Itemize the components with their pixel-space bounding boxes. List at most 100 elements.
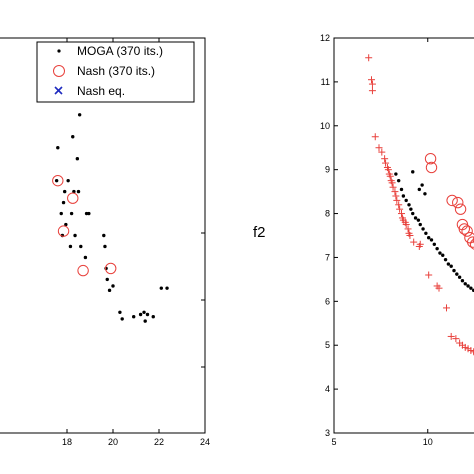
nash-eq-point <box>443 304 450 312</box>
y-tick-label: 11 <box>321 77 330 87</box>
legend-dot-marker <box>57 49 61 53</box>
x-tick-label: 18 <box>62 437 72 447</box>
nash-point <box>461 225 473 237</box>
x-tick-label: 10 <box>423 437 433 447</box>
legend-label-moga: MOGA (370 its.) <box>77 44 163 58</box>
nash-point <box>464 231 474 244</box>
legend-item-nash-eq: Nash eq. <box>54 84 125 98</box>
nash-eq-point <box>375 144 383 152</box>
moga-point <box>421 227 425 231</box>
moga-point <box>151 314 155 319</box>
moga-point <box>87 211 91 216</box>
nash-eq-point <box>368 80 376 88</box>
right-axis-ticks: 5 10 3 4 5 6 7 8 9 10 11 12 <box>320 33 433 447</box>
legend: MOGA (370 its.) Nash (370 its.) Nash eq. <box>36 41 195 103</box>
moga-point <box>77 113 82 117</box>
nash-eq-point <box>392 192 400 200</box>
legend-item-moga: MOGA (370 its.) <box>57 44 163 58</box>
moga-point <box>73 233 77 238</box>
moga-point <box>411 170 415 174</box>
moga-point <box>145 312 150 317</box>
moga-point <box>143 319 147 323</box>
moga-point <box>423 192 427 196</box>
nash-point <box>52 174 64 187</box>
moga-point <box>111 284 115 288</box>
nash-point <box>472 236 474 244</box>
moga-point <box>457 275 462 279</box>
moga-point <box>75 156 80 161</box>
y-tick-label: 12 <box>320 33 330 43</box>
moga-point <box>411 211 415 216</box>
y-tick-label: 5 <box>325 340 330 350</box>
moga-point <box>438 251 442 255</box>
f2-axis-label: f2 <box>253 224 266 241</box>
nash-eq-point <box>452 335 460 343</box>
x-tick-label: 24 <box>200 437 210 447</box>
moga-point <box>138 312 143 317</box>
nash-eq-point <box>381 155 389 163</box>
legend-label-nash: Nash (370 its.) <box>77 64 155 78</box>
x-tick-label: 20 <box>108 437 118 447</box>
nash-eq-point <box>402 221 410 229</box>
y-tick-label: 3 <box>325 428 330 438</box>
nash-point <box>105 262 117 275</box>
nash-eq-point <box>425 271 433 279</box>
nash-eq-point <box>435 284 443 292</box>
moga-point <box>56 146 60 150</box>
legend-label-nash-eq: Nash eq. <box>77 84 125 98</box>
nash-eq-point <box>368 76 375 84</box>
moga-point <box>409 207 413 211</box>
nash-point <box>467 236 474 248</box>
nash-eq-point <box>371 133 379 141</box>
moga-point <box>399 187 404 192</box>
moga-point <box>159 286 163 290</box>
moga-point <box>54 178 59 183</box>
nash-eq-point <box>368 87 376 95</box>
nash-point <box>458 223 471 235</box>
moga-point <box>455 272 459 276</box>
moga-point <box>72 189 76 194</box>
left-axes-box <box>0 37 206 434</box>
y-tick-label: 7 <box>325 252 330 262</box>
y-tick-label: 6 <box>325 296 330 306</box>
moga-point <box>404 198 408 203</box>
moga-point <box>426 235 431 240</box>
nash-point <box>424 152 437 165</box>
nash-eq-point <box>447 332 455 340</box>
moga-point <box>62 189 67 194</box>
moga-point <box>142 310 146 315</box>
moga-point <box>59 211 63 216</box>
moga-point <box>407 203 411 207</box>
moga-point <box>64 222 68 227</box>
moga-point <box>66 178 70 183</box>
moga-point <box>71 135 75 139</box>
nash-point <box>57 225 70 237</box>
right-scatter-plot: 5 10 3 4 5 6 7 8 9 10 11 12 <box>320 33 474 447</box>
moga-point <box>396 178 401 183</box>
nash-point <box>446 194 458 207</box>
y-tick-label: 10 <box>320 121 330 131</box>
moga-point <box>446 262 451 266</box>
x-tick-label: 22 <box>154 437 164 447</box>
right-data-marks <box>365 54 474 356</box>
nash-eq-point <box>406 232 414 239</box>
nash-eq-point <box>396 205 404 213</box>
legend-box <box>36 41 195 103</box>
moga-point <box>103 244 107 249</box>
left-data-marks <box>52 113 169 323</box>
moga-point <box>420 183 424 187</box>
moga-point <box>417 187 422 192</box>
legend-x-marker <box>54 86 63 95</box>
nash-point <box>452 196 464 209</box>
moga-point <box>79 244 83 249</box>
nash-eq-point <box>382 159 390 167</box>
moga-point <box>463 282 467 286</box>
moga-point <box>424 231 428 236</box>
moga-point <box>471 288 474 293</box>
left-axis-ticks: 18 20 22 24 <box>62 38 210 447</box>
moga-point <box>449 264 453 268</box>
legend-item-nash: Nash (370 its.) <box>53 64 155 78</box>
moga-point <box>69 211 74 216</box>
nash-point <box>454 203 467 215</box>
nash-eq-point <box>384 166 392 174</box>
